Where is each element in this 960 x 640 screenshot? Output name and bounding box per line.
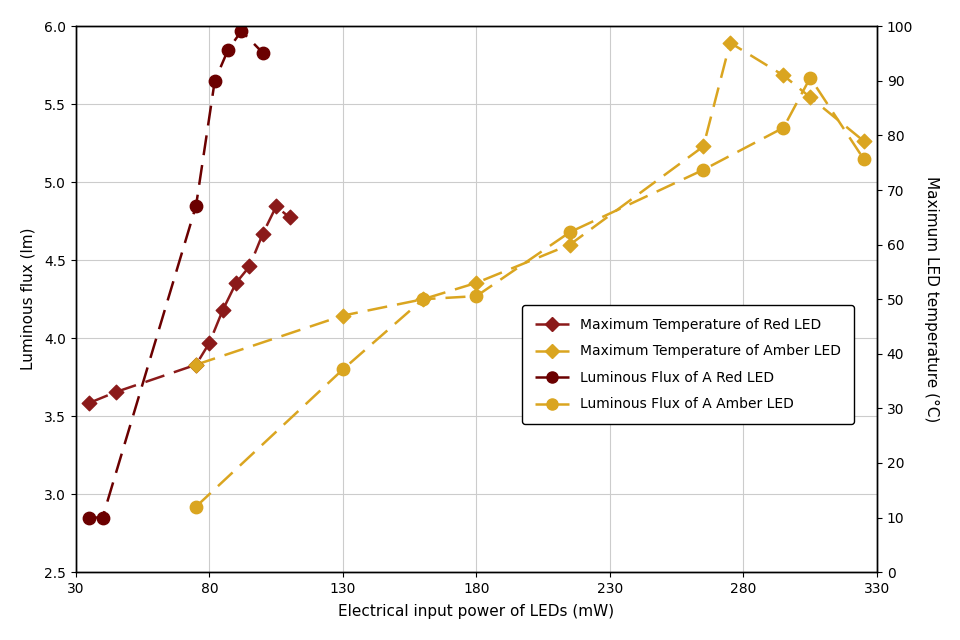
Point	[255, 48, 271, 58]
Point	[803, 73, 818, 83]
Point	[282, 212, 298, 223]
Point	[856, 136, 872, 146]
Point	[228, 278, 244, 288]
Legend: Maximum Temperature of Red LED, Maximum Temperature of Amber LED, Luminous Flux : Maximum Temperature of Red LED, Maximum …	[522, 305, 854, 424]
Point	[696, 141, 711, 152]
Point	[188, 360, 204, 370]
Point	[468, 278, 484, 288]
Point	[563, 239, 578, 250]
Y-axis label: Luminous flux (lm): Luminous flux (lm)	[21, 228, 36, 371]
Point	[468, 291, 484, 301]
Point	[188, 200, 204, 211]
Point	[416, 294, 431, 305]
Point	[563, 227, 578, 237]
Point	[269, 202, 284, 212]
Point	[207, 76, 223, 86]
Point	[856, 154, 872, 164]
Point	[242, 261, 257, 271]
Point	[255, 228, 271, 239]
Point	[82, 513, 97, 523]
Point	[188, 502, 204, 512]
Point	[95, 513, 110, 523]
Y-axis label: Maximum LED temperature (°C): Maximum LED temperature (°C)	[924, 176, 939, 422]
Point	[108, 387, 124, 397]
Point	[202, 338, 217, 348]
Point	[776, 123, 791, 133]
Point	[215, 305, 230, 316]
Point	[696, 164, 711, 175]
Point	[416, 294, 431, 305]
Point	[335, 310, 350, 321]
X-axis label: Electrical input power of LEDs (mW): Electrical input power of LEDs (mW)	[338, 604, 614, 619]
Point	[776, 70, 791, 81]
Point	[234, 26, 250, 36]
Point	[803, 92, 818, 102]
Point	[188, 360, 204, 370]
Point	[335, 364, 350, 374]
Point	[82, 398, 97, 408]
Point	[221, 45, 236, 55]
Point	[723, 38, 738, 48]
